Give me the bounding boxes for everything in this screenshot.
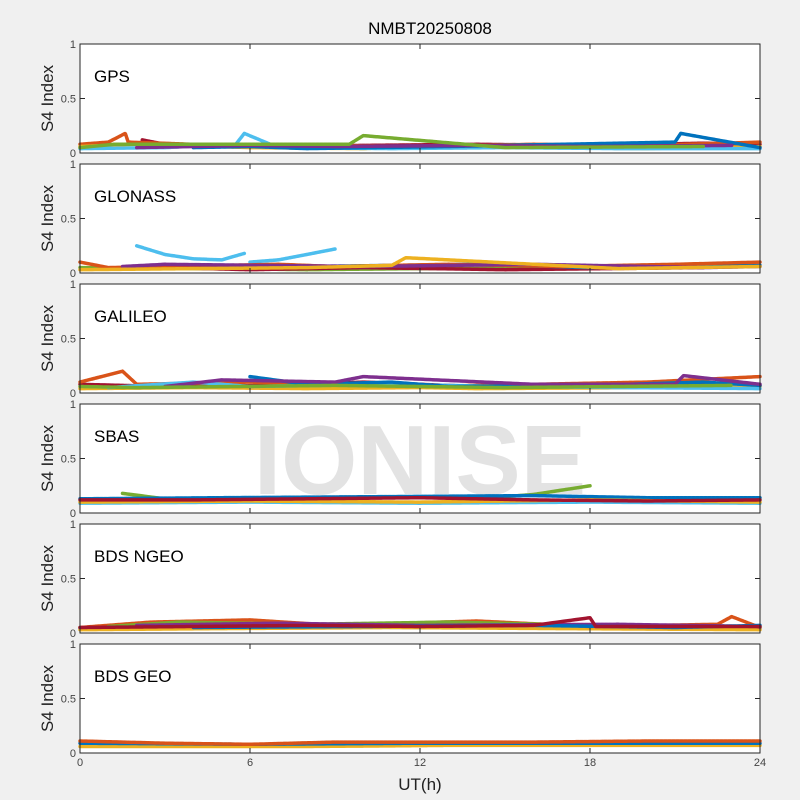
panel-bds-ngeo: 0 0.5 1 BDS NGEO S4 Index [38, 519, 762, 640]
x-axis-label: UT(h) [398, 775, 441, 794]
series-track-green [78, 133, 706, 150]
y-tick-label: 0 [70, 628, 76, 640]
panel-label: BDS GEO [94, 667, 171, 686]
series-track-blue [78, 493, 762, 501]
x-tick-label: 6 [247, 757, 253, 769]
y-tick-label: 0 [70, 388, 76, 400]
series-track-orange [78, 739, 762, 747]
series-track-purple [163, 373, 762, 389]
y-axis-label: S4 Index [38, 304, 57, 372]
y-tick-label: 1 [70, 639, 76, 651]
series-track-red [78, 615, 762, 630]
panel-glonass: 0 0.5 1 GLONASS S4 Index [38, 159, 762, 280]
panel-gps: 0 0.5 1 GPS S4 Index [38, 39, 762, 160]
panel-label: BDS NGEO [94, 547, 184, 566]
series-track-yellow [78, 255, 762, 272]
y-axis-label: S4 Index [38, 64, 57, 132]
axes-background [80, 164, 760, 273]
y-tick-label: 0 [70, 508, 76, 520]
y-axis-label: S4 Index [38, 424, 57, 492]
x-tick-label: 18 [584, 757, 596, 769]
y-tick-label: 0 [70, 268, 76, 280]
x-tick-label: 24 [754, 757, 766, 769]
axes-background [80, 284, 760, 393]
axes-background [80, 644, 760, 753]
y-tick-label: 0.5 [61, 214, 76, 226]
y-tick-label: 1 [70, 39, 76, 51]
series-track-lightblue [134, 244, 247, 262]
y-tick-label: 0.5 [61, 694, 76, 706]
y-tick-label: 1 [70, 519, 76, 531]
y-axis-label: S4 Index [38, 544, 57, 612]
y-tick-label: 0.5 [61, 454, 76, 466]
axes-background [80, 44, 760, 153]
panel-label: GPS [94, 67, 130, 86]
x-tick-label: 12 [414, 757, 426, 769]
y-tick-label: 0.5 [61, 334, 76, 346]
panel-galileo: 0 0.5 1 GALILEO S4 Index [38, 279, 762, 400]
y-tick-label: 1 [70, 399, 76, 411]
y-tick-label: 0.5 [61, 574, 76, 586]
panel-label: SBAS [94, 427, 139, 446]
panel-bds-geo: 0 0.5 1 0 6 12 18 24 BDS GEO S4 Index [38, 639, 766, 769]
y-axis-label: S4 Index [38, 184, 57, 252]
chart-title: NMBT20250808 [368, 19, 492, 38]
x-tick-label: 0 [77, 757, 83, 769]
y-tick-label: 1 [70, 279, 76, 291]
series-track-lightblue [248, 247, 337, 264]
y-tick-label: 0.5 [61, 94, 76, 106]
panel-label: GALILEO [94, 307, 167, 326]
panel-label: GLONASS [94, 187, 176, 206]
series-track-yellow [78, 743, 762, 749]
series-track-green [78, 383, 734, 390]
axes-background [80, 524, 760, 633]
y-axis-label: S4 Index [38, 664, 57, 732]
y-tick-label: 0 [70, 148, 76, 160]
y-tick-label: 1 [70, 159, 76, 171]
y-tick-label: 0 [70, 748, 76, 760]
series-track-red [78, 495, 762, 503]
